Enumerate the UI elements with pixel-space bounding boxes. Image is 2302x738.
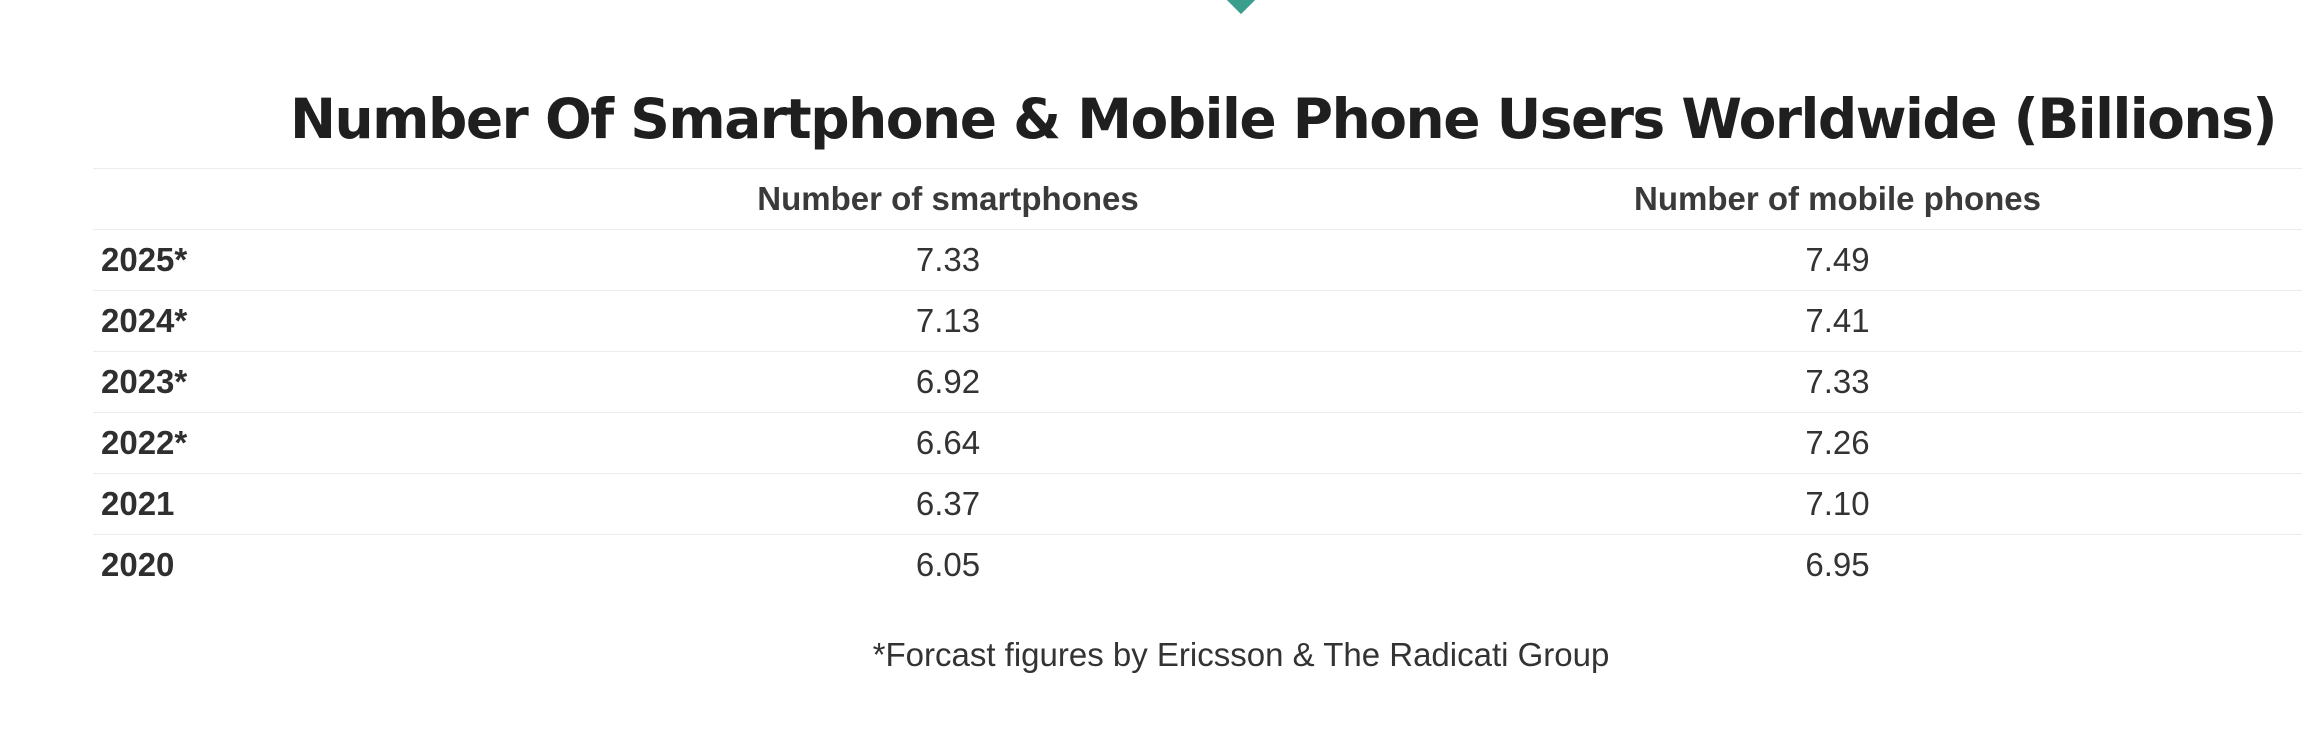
year-cell: 2021: [93, 473, 523, 535]
smartphones-cell: 7.13: [523, 290, 1373, 352]
header-year: [93, 168, 523, 230]
smartphones-cell: 6.92: [523, 351, 1373, 413]
pointer-marker-icon: [1226, 0, 1256, 15]
mobile-phones-cell: 6.95: [1373, 534, 2302, 595]
header-mobile-phones: Number of mobile phones: [1373, 168, 2302, 230]
table-header-row: Number of smartphones Number of mobile p…: [93, 168, 2302, 230]
mobile-phones-cell: 7.26: [1373, 412, 2302, 474]
table-row: 2025* 7.33 7.49: [93, 229, 2302, 291]
source-footnote: *Forcast figures by Ericsson & The Radic…: [872, 636, 1610, 673]
table-row: 2024* 7.13 7.41: [93, 290, 2302, 352]
table-row: 2022* 6.64 7.26: [93, 412, 2302, 474]
mobile-phones-cell: 7.41: [1373, 290, 2302, 352]
year-cell: 2023*: [93, 351, 523, 413]
table-row: 2020 6.05 6.95: [93, 534, 2302, 595]
table-row: 2021 6.37 7.10: [93, 473, 2302, 535]
year-cell: 2025*: [93, 229, 523, 291]
year-cell: 2024*: [93, 290, 523, 352]
header-smartphones: Number of smartphones: [523, 168, 1373, 230]
year-cell: 2022*: [93, 412, 523, 474]
users-table: Number of smartphones Number of mobile p…: [93, 168, 2302, 595]
smartphones-cell: 6.64: [523, 412, 1373, 474]
mobile-phones-cell: 7.33: [1373, 351, 2302, 413]
smartphones-cell: 6.37: [523, 473, 1373, 535]
mobile-phones-cell: 7.10: [1373, 473, 2302, 535]
page-title: Number Of Smartphone & Mobile Phone User…: [290, 86, 2277, 151]
mobile-phones-cell: 7.49: [1373, 229, 2302, 291]
smartphones-cell: 7.33: [523, 229, 1373, 291]
smartphones-cell: 6.05: [523, 534, 1373, 595]
table-row: 2023* 6.92 7.33: [93, 351, 2302, 413]
year-cell: 2020: [93, 534, 523, 595]
